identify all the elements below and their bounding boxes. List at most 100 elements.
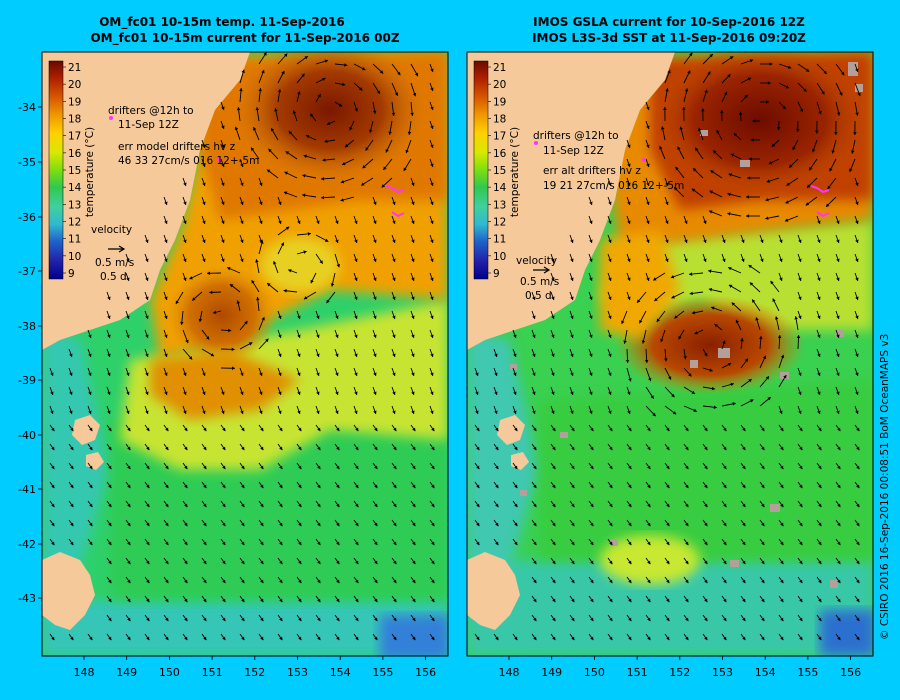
panel-title-line2: IMOS L3S-3d SST at 11-Sep-2016 09:20Z	[532, 31, 806, 45]
colorbar-tick-label: 11	[68, 234, 81, 246]
colorbar-tick-label: 16	[68, 148, 82, 160]
drifter-marker-icon	[109, 116, 113, 120]
tasmania-land	[42, 552, 95, 630]
colorbar-tick-label: 13	[68, 199, 81, 211]
colorbar-tick-label: 10	[68, 251, 81, 263]
island-land	[497, 415, 525, 445]
error-legend-line1: err model drifters hv z	[118, 141, 236, 153]
colorbar-tick-label: 16	[493, 148, 507, 160]
panel-title-line1: OM_fc01 10-15m temp. 11-Sep-2016	[99, 15, 345, 30]
longitude-tick-label: 156	[415, 666, 436, 679]
longitude-tick-label: 155	[797, 666, 818, 679]
colorbar-tick-label: 15	[493, 165, 506, 177]
australia-land	[467, 52, 675, 350]
velocity-legend-speed: 0.5 m/s	[520, 276, 559, 288]
map-frame	[41, 51, 449, 657]
longitude-tick-label: 153	[712, 666, 733, 679]
current-vectors-observed	[474, 52, 861, 641]
island-land	[72, 415, 100, 445]
latitude-tick-label: -43	[18, 592, 36, 605]
velocity-legend-time: 0.5 d	[525, 290, 552, 302]
panel-title-line2: OM_fc01 10-15m current for 11-Sep-2016 0…	[90, 31, 399, 46]
drifters-legend-line1: drifters @12h to	[108, 105, 194, 117]
colorbar-tick-label: 14	[68, 182, 82, 194]
colorbar-tick-label: 21	[493, 62, 506, 74]
colorbar-tick-label: 12	[493, 217, 506, 229]
colorbar-tick-label: 17	[68, 131, 81, 143]
colorbar-tick-label: 10	[493, 251, 506, 263]
colorbar-tick-label: 19	[68, 96, 81, 108]
colorbar-model: 21 20 19 18 17 16 15 14 13 12 11 10 9 temperature (°…	[48, 60, 96, 280]
colorbar-label: temperature (°C)	[84, 127, 96, 217]
longitude-tick-label: 150	[159, 666, 180, 679]
longitude-tick-label: 152	[669, 666, 690, 679]
latitude-tick-label: -40	[18, 429, 36, 442]
latitude-ticks: -34 -35 -36 -37 -38 -39 -40 -41 -42 -43	[18, 101, 42, 605]
colorbar-tick-label: 18	[68, 114, 81, 126]
credit-text: © CSIRO 2016 16-Sep-2016 00:08:51 BoM Oc…	[879, 334, 891, 640]
colorbar-tick-label: 20	[493, 79, 506, 91]
drifter-marker-icon	[534, 141, 538, 145]
island-land	[511, 452, 529, 470]
colorbar-label: temperature (°C)	[509, 127, 521, 217]
colorbar-tick-label: 17	[493, 131, 506, 143]
longitude-tick-label: 150	[584, 666, 605, 679]
latitude-tick-label: -34	[18, 101, 36, 114]
longitude-ticks: 148 149 150 151 152 153 154 155 156	[74, 656, 436, 679]
velocity-scale-arrow-icon	[533, 266, 551, 274]
latitude-tick-label: -37	[18, 265, 36, 278]
longitude-tick-label: 148	[499, 666, 520, 679]
drifter-tracks-model	[217, 158, 405, 218]
velocity-legend-title: velocity	[91, 224, 132, 236]
error-legend-line1: err alt drifters hv z	[543, 165, 641, 177]
longitude-tick-label: 155	[372, 666, 393, 679]
longitude-tick-label: 154	[755, 666, 776, 679]
latitude-tick-label: -35	[18, 156, 36, 169]
longitude-tick-label: 149	[541, 666, 562, 679]
island-land	[86, 452, 104, 470]
latitude-tick-label: -36	[18, 211, 36, 224]
colorbar-tick-label: 20	[68, 79, 81, 91]
longitude-tick-label: 152	[244, 666, 265, 679]
latitude-tick-label: -42	[18, 538, 36, 551]
longitude-tick-label: 149	[116, 666, 137, 679]
sst-field-model	[42, 52, 448, 656]
drifters-legend-line2: 11-Sep 12Z	[543, 145, 604, 157]
colorbar-tick-label: 11	[493, 234, 506, 246]
colorbar-tick-label: 21	[68, 62, 81, 74]
latitude-tick-label: -39	[18, 374, 36, 387]
legend-observed: drifters @12h to 11-Sep 12Z err alt drif…	[516, 130, 684, 302]
longitude-tick-label: 156	[840, 666, 861, 679]
longitude-tick-label: 148	[74, 666, 95, 679]
panel-observed: IMOS GSLA current for 10-Sep-2016 12Z IM…	[466, 15, 874, 679]
colorbar-tick-label: 15	[68, 165, 81, 177]
colorbar-tick-label: 12	[68, 217, 81, 229]
error-legend-line2: 19 21 27cm/s 016 12+-5m	[543, 180, 684, 192]
colorbar-observed: 21 20 19 18 17 16 15 14 13 12 11 10 9 temperature (°…	[473, 60, 521, 280]
colorbar-tick-label: 14	[493, 182, 507, 194]
missing-data-patches	[510, 62, 863, 588]
colorbar-tick-label: 19	[493, 96, 506, 108]
drifters-legend-line1: drifters @12h to	[533, 130, 619, 142]
colorbar-tick-label: 9	[68, 268, 75, 280]
colorbar-tick-label: 9	[493, 268, 500, 280]
velocity-scale-arrow-icon	[108, 245, 126, 253]
velocity-legend-title: velocity	[516, 255, 557, 267]
sst-field-observed	[467, 52, 873, 656]
drifter-tracks-observed	[642, 158, 830, 218]
drifters-legend-line2: 11-Sep 12Z	[118, 119, 179, 131]
panel-model: OM_fc01 10-15m temp. 11-Sep-2016 OM_fc01…	[18, 15, 449, 679]
error-legend-line2: 46 33 27cm/s 016 12+-5m	[118, 155, 259, 167]
colorbar-tick-label: 18	[493, 114, 506, 126]
latitude-tick-label: -38	[18, 320, 36, 333]
australia-land	[42, 52, 250, 350]
longitude-tick-label: 153	[287, 666, 308, 679]
legend-model: drifters @12h to 11-Sep 12Z err model dr…	[91, 105, 259, 283]
latitude-tick-label: -41	[18, 483, 36, 496]
longitude-ticks: 148 149 150 151 152 153 154 155 156	[499, 656, 861, 679]
longitude-tick-label: 154	[330, 666, 351, 679]
longitude-tick-label: 151	[202, 666, 223, 679]
current-vectors-model	[49, 52, 435, 641]
velocity-legend-speed: 0.5 m/s	[95, 257, 134, 269]
